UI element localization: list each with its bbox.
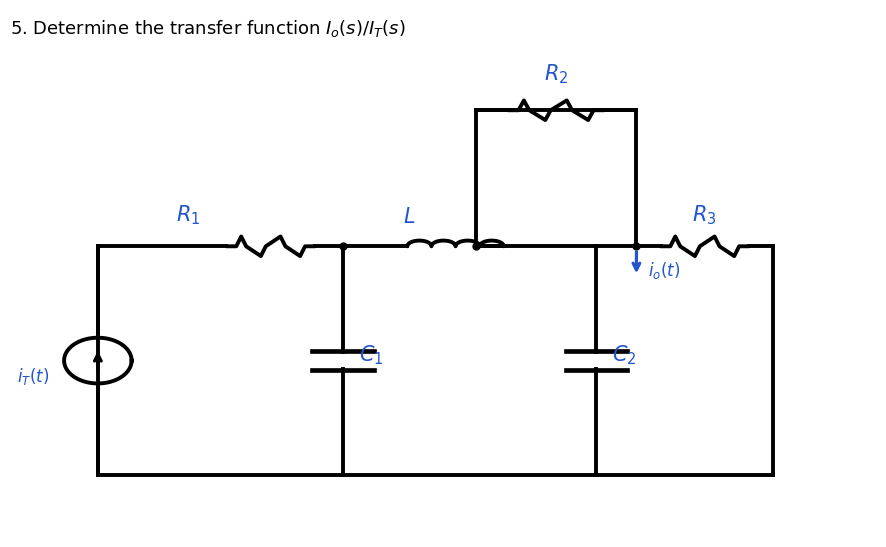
Text: $C_1$: $C_1$ [359,344,383,367]
Text: $C_2$: $C_2$ [611,344,636,367]
Text: $R_1$: $R_1$ [176,203,200,227]
Text: 5. Determine the transfer function $I_o(s)/I_T(s)$: 5. Determine the transfer function $I_o(… [11,18,406,39]
Text: $i_T(t)$: $i_T(t)$ [18,366,50,387]
Text: $R_2$: $R_2$ [543,62,568,86]
Text: $L$: $L$ [403,207,415,227]
Text: $i_o(t)$: $i_o(t)$ [648,260,680,281]
Text: $R_3$: $R_3$ [692,203,716,227]
